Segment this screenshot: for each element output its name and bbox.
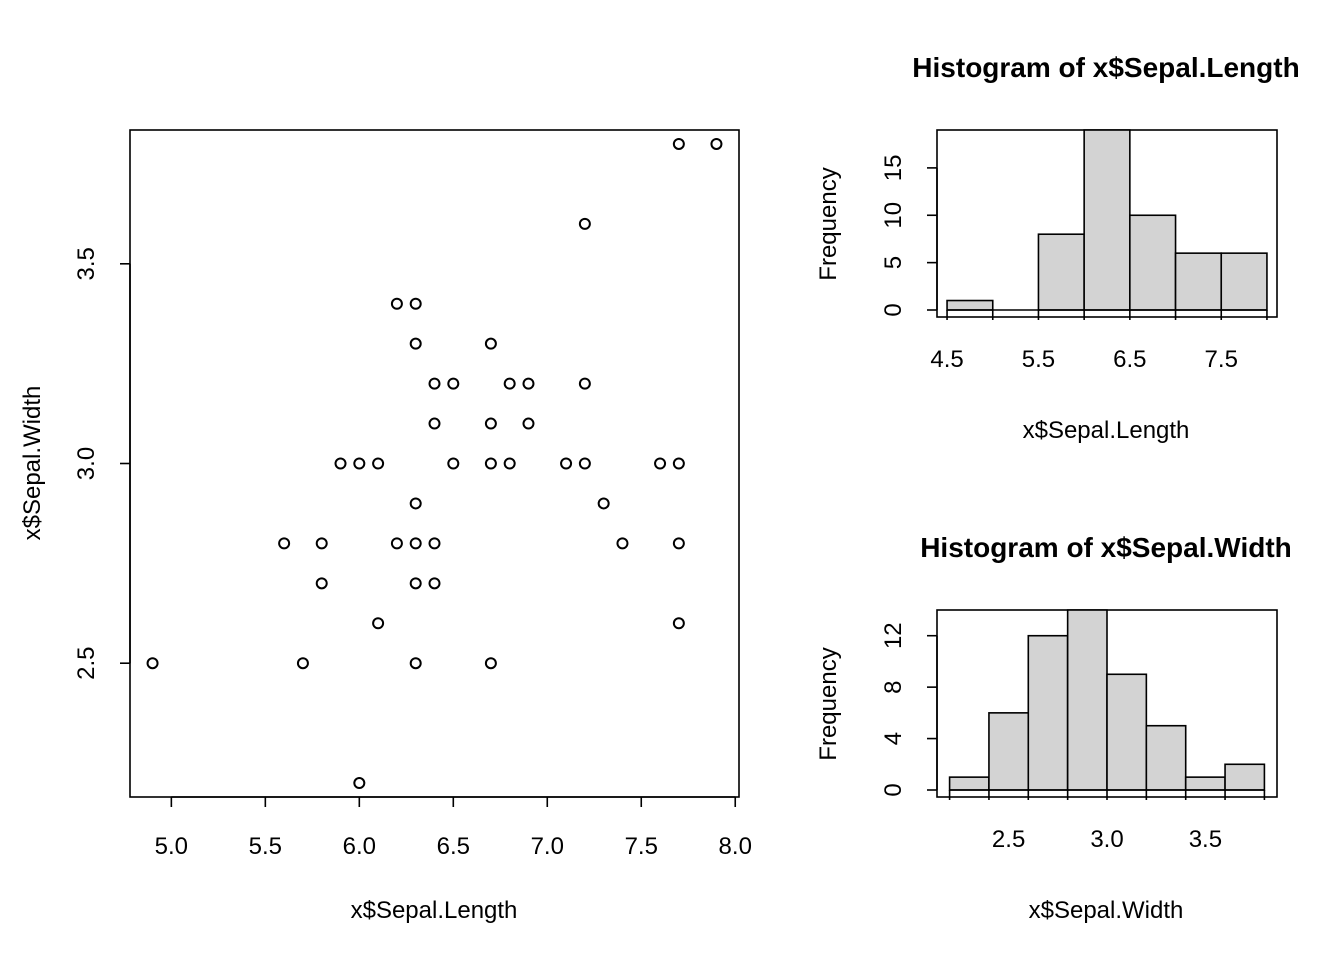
hist-y-tick-label: 4 <box>880 732 907 745</box>
scatter-ylabel: x$Sepal.Width <box>19 386 46 541</box>
scatter-point <box>484 657 497 670</box>
hist-x-tick-label: 4.5 <box>930 346 963 373</box>
hist-x-tick-label: 7.5 <box>1205 346 1238 373</box>
scatter-point <box>409 337 422 350</box>
histogram-bar <box>1220 252 1268 311</box>
histogram-bar <box>1129 214 1177 311</box>
histogram-bar <box>946 299 994 311</box>
hist-x-tick-label: 3.5 <box>1189 826 1222 853</box>
scatter-x-tick-label: 6.5 <box>437 833 470 860</box>
scatter-point <box>409 537 422 550</box>
scatter-point <box>503 377 516 390</box>
histogram-bar <box>1083 129 1131 311</box>
histogram-bar <box>1145 724 1187 791</box>
hist-y-tick-label: 15 <box>880 155 907 182</box>
scatter-point <box>672 537 685 550</box>
scatter-point <box>578 377 591 390</box>
histogram-bar <box>1184 776 1226 791</box>
hist-y-tick-label: 10 <box>880 202 907 229</box>
scatter-point <box>428 377 441 390</box>
scatter-point <box>710 137 723 150</box>
scatter-x-tick-label: 5.5 <box>249 833 282 860</box>
scatter-x-tick-label: 6.0 <box>343 833 376 860</box>
hist-y-tick-label: 0 <box>880 303 907 316</box>
scatter-point <box>578 457 591 470</box>
scatter-point <box>484 337 497 350</box>
scatter-point <box>296 657 309 670</box>
scatter-point <box>522 417 535 430</box>
scatter-x-tick-label: 5.0 <box>155 833 188 860</box>
scatter-point <box>484 457 497 470</box>
hist2-xlabel: x$Sepal.Width <box>1029 897 1184 924</box>
scatter-point <box>578 217 591 230</box>
scatter-frame <box>129 129 740 798</box>
hist1-ylabel: Frequency <box>815 167 842 280</box>
scatter-plot: x$Sepal.Length x$Sepal.Width 5.0 5.5 6.0 6.… <box>19 129 752 924</box>
hist2-title: Histogram of x$Sepal.Width <box>920 532 1292 563</box>
scatter-point <box>372 457 385 470</box>
scatter-point <box>146 657 159 670</box>
scatter-point <box>372 617 385 630</box>
scatter-point <box>428 417 441 430</box>
scatter-point <box>654 457 667 470</box>
scatter-point <box>409 577 422 590</box>
scatter-x-tick-label: 7.0 <box>531 833 564 860</box>
scatter-point <box>672 137 685 150</box>
scatter-point <box>353 777 366 790</box>
scatter-point <box>672 617 685 630</box>
hist-x-tick-label: 3.0 <box>1090 826 1123 853</box>
scatter-y-tick-label: 2.5 <box>73 647 100 680</box>
histogram-bar <box>1027 634 1069 791</box>
histogram-bar <box>948 776 990 791</box>
hist-y-tick-label: 5 <box>880 256 907 269</box>
scatter-point <box>353 457 366 470</box>
histogram-bar <box>1224 763 1266 791</box>
scatter-point <box>447 457 460 470</box>
scatter-x-tick-label: 7.5 <box>625 833 658 860</box>
hist-y-tick-label: 12 <box>880 622 907 649</box>
scatter-point <box>334 457 347 470</box>
scatter-point <box>672 457 685 470</box>
hist-y-tick-label: 0 <box>880 783 907 796</box>
hist-x-tick-label: 2.5 <box>992 826 1025 853</box>
scatter-point <box>447 377 460 390</box>
histogram-bar <box>988 712 1030 791</box>
scatter-point <box>315 537 328 550</box>
histogram-bar <box>1037 233 1085 311</box>
histogram-bar <box>1106 673 1148 791</box>
histogram-bar <box>1066 609 1108 791</box>
histogram-sepal-width: Histogram of x$Sepal.Width x$Sepal.Width… <box>815 532 1292 924</box>
hist1-title: Histogram of x$Sepal.Length <box>912 52 1299 83</box>
scatter-point <box>428 577 441 590</box>
scatter-point <box>560 457 573 470</box>
histogram-bar <box>1174 252 1223 311</box>
hist-y-tick-label: 8 <box>880 680 907 693</box>
scatter-point <box>428 537 441 550</box>
scatter-point <box>484 417 497 430</box>
scatter-point <box>390 537 403 550</box>
hist-x-tick-label: 6.5 <box>1113 346 1146 373</box>
scatter-point <box>503 457 516 470</box>
hist1-xlabel: x$Sepal.Length <box>1023 417 1190 444</box>
scatter-y-tick-label: 3.5 <box>73 247 100 280</box>
scatter-xlabel: x$Sepal.Length <box>351 897 518 924</box>
scatter-point <box>315 577 328 590</box>
scatter-point <box>597 497 610 510</box>
scatter-point <box>409 497 422 510</box>
scatter-point <box>522 377 535 390</box>
scatter-point <box>409 297 422 310</box>
hist-x-tick-label: 5.5 <box>1022 346 1055 373</box>
scatter-point <box>409 657 422 670</box>
histogram-sepal-length: Histogram of x$Sepal.Length x$Sepal.Leng… <box>815 52 1300 444</box>
scatter-y-tick-label: 3.0 <box>73 447 100 480</box>
scatter-point <box>278 537 291 550</box>
scatter-x-tick-label: 8.0 <box>719 833 752 860</box>
scatter-point <box>616 537 629 550</box>
hist2-ylabel: Frequency <box>815 647 842 760</box>
scatter-point <box>390 297 403 310</box>
